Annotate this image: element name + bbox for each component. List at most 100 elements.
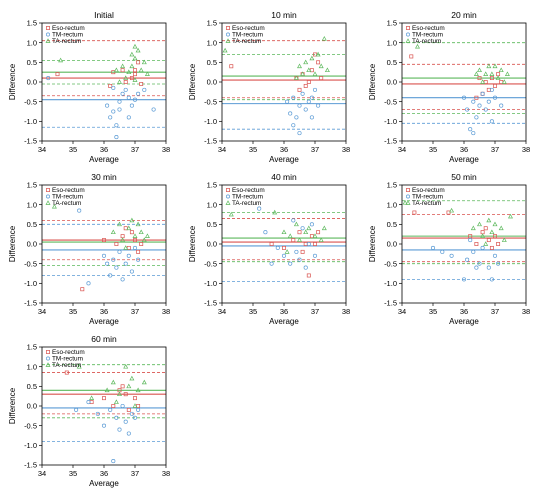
legend-entry-tm-rectum: TM-rectum bbox=[52, 194, 83, 201]
point-tm-rectum bbox=[489, 119, 494, 124]
y-tick-label: -1.5 bbox=[384, 137, 397, 146]
x-tick-label: 37 bbox=[311, 145, 319, 154]
y-tick-label: 1.0 bbox=[27, 38, 37, 47]
y-axis-label: Difference bbox=[8, 63, 17, 100]
point-tm-rectum bbox=[499, 103, 504, 108]
y-tick-label: 1.0 bbox=[27, 200, 37, 209]
y-tick-label: 1.0 bbox=[387, 38, 397, 47]
legend-entry-eso-rectum: Eso-rectum bbox=[412, 187, 445, 194]
point-ta-rectum bbox=[110, 229, 116, 235]
point-eso-rectum bbox=[496, 72, 501, 77]
x-tick-label: 36 bbox=[100, 307, 108, 316]
point-ta-rectum bbox=[498, 225, 504, 231]
point-tm-rectum bbox=[294, 249, 299, 254]
legend-entry-ta-rectum: TA-rectum bbox=[52, 38, 81, 45]
y-tick-label: 0.5 bbox=[387, 58, 397, 67]
point-tm-rectum bbox=[465, 257, 470, 262]
point-tm-rectum bbox=[275, 245, 280, 250]
x-tick-label: 36 bbox=[280, 145, 288, 154]
point-eso-rectum bbox=[126, 407, 131, 412]
legend-marker-eso-rectum bbox=[46, 26, 50, 30]
point-eso-rectum bbox=[120, 384, 125, 389]
point-tm-rectum bbox=[136, 407, 141, 412]
point-ta-rectum bbox=[498, 67, 504, 73]
point-ta-rectum bbox=[120, 237, 126, 242]
point-ta-rectum bbox=[318, 63, 324, 69]
point-eso-rectum bbox=[55, 72, 60, 77]
y-tick-label: -1.0 bbox=[384, 279, 397, 288]
point-ta-rectum bbox=[129, 217, 135, 223]
legend-entry-eso-rectum: Eso-rectum bbox=[232, 187, 265, 194]
x-tick-label: 37 bbox=[131, 307, 139, 316]
point-ta-rectum bbox=[309, 55, 315, 61]
point-eso-rectum bbox=[297, 230, 302, 235]
panel-title: Initial bbox=[94, 10, 114, 20]
point-ta-rectum bbox=[321, 35, 327, 41]
point-ta-rectum bbox=[287, 233, 293, 238]
legend-marker-ta-rectum bbox=[405, 38, 411, 43]
point-ta-rectum bbox=[141, 59, 147, 65]
legend-marker-ta-rectum bbox=[45, 38, 51, 43]
point-tm-rectum bbox=[486, 265, 491, 270]
y-tick-label: -0.5 bbox=[24, 259, 37, 268]
point-eso-rectum bbox=[139, 242, 144, 246]
panel-3: 20 min 34 35 36 37 38 -1.5 -1.0 -0.5 0.0 0.5 1.0 1.5… bbox=[368, 10, 530, 164]
point-tm-rectum bbox=[312, 253, 318, 258]
legend-entry-ta-rectum: TA-rectum bbox=[52, 200, 81, 207]
point-tm-rectum bbox=[101, 423, 107, 428]
point-tm-rectum bbox=[126, 115, 131, 120]
point-tm-rectum bbox=[46, 76, 51, 81]
y-axis-label: Difference bbox=[8, 225, 17, 262]
panel-5: 40 min 34 35 36 37 38 -1.5 -1.0 -0.5 0.0 0.5 1.0 1.5… bbox=[188, 172, 350, 326]
point-tm-rectum bbox=[492, 253, 498, 258]
point-ta-rectum bbox=[272, 209, 278, 215]
point-ta-rectum bbox=[126, 225, 132, 231]
x-axis-label: Average bbox=[269, 317, 299, 326]
point-ta-rectum bbox=[504, 71, 510, 76]
point-tm-rectum bbox=[471, 131, 476, 136]
point-tm-rectum bbox=[129, 103, 134, 108]
legend-marker-eso-rectum bbox=[46, 188, 50, 192]
point-tm-rectum bbox=[471, 99, 476, 104]
point-ta-rectum bbox=[492, 63, 498, 69]
point-eso-rectum bbox=[123, 80, 128, 84]
point-tm-rectum bbox=[291, 123, 296, 128]
point-tm-rectum bbox=[126, 95, 131, 100]
point-tm-rectum bbox=[105, 261, 110, 266]
point-eso-rectum bbox=[409, 54, 414, 59]
point-eso-rectum bbox=[300, 249, 305, 254]
point-eso-rectum bbox=[102, 238, 106, 243]
legend-marker-tm-rectum bbox=[46, 194, 50, 199]
point-eso-rectum bbox=[136, 249, 141, 254]
point-tm-rectum bbox=[117, 99, 122, 104]
point-tm-rectum bbox=[486, 99, 491, 104]
point-tm-rectum bbox=[114, 135, 119, 140]
point-ta-rectum bbox=[312, 233, 318, 238]
point-eso-rectum bbox=[282, 245, 286, 250]
point-eso-rectum bbox=[309, 68, 314, 73]
legend-marker-tm-rectum bbox=[46, 356, 50, 361]
point-tm-rectum bbox=[101, 253, 107, 258]
point-ta-rectum bbox=[483, 241, 489, 246]
point-ta-rectum bbox=[138, 229, 144, 235]
point-tm-rectum bbox=[120, 91, 125, 96]
y-tick-label: 1.0 bbox=[387, 200, 397, 209]
y-tick-label: 0.5 bbox=[207, 58, 217, 67]
point-eso-rectum bbox=[108, 83, 113, 88]
point-ta-rectum bbox=[117, 391, 122, 397]
panel-title: 10 min bbox=[271, 10, 297, 20]
point-eso-rectum bbox=[309, 234, 314, 239]
point-ta-rectum bbox=[117, 79, 122, 84]
legend-marker-ta-rectum bbox=[405, 200, 411, 205]
legend-entry-tm-rectum: TM-rectum bbox=[412, 32, 443, 39]
point-tm-rectum bbox=[309, 115, 314, 120]
point-tm-rectum bbox=[440, 249, 445, 254]
point-tm-rectum bbox=[300, 226, 305, 231]
point-tm-rectum bbox=[111, 257, 116, 262]
point-ta-rectum bbox=[284, 249, 290, 254]
point-ta-rectum bbox=[300, 71, 306, 76]
y-tick-label: -0.5 bbox=[24, 421, 37, 430]
panel-title: 30 min bbox=[91, 172, 117, 182]
legend-marker-tm-rectum bbox=[406, 194, 410, 199]
y-tick-label: 0.0 bbox=[27, 78, 37, 87]
